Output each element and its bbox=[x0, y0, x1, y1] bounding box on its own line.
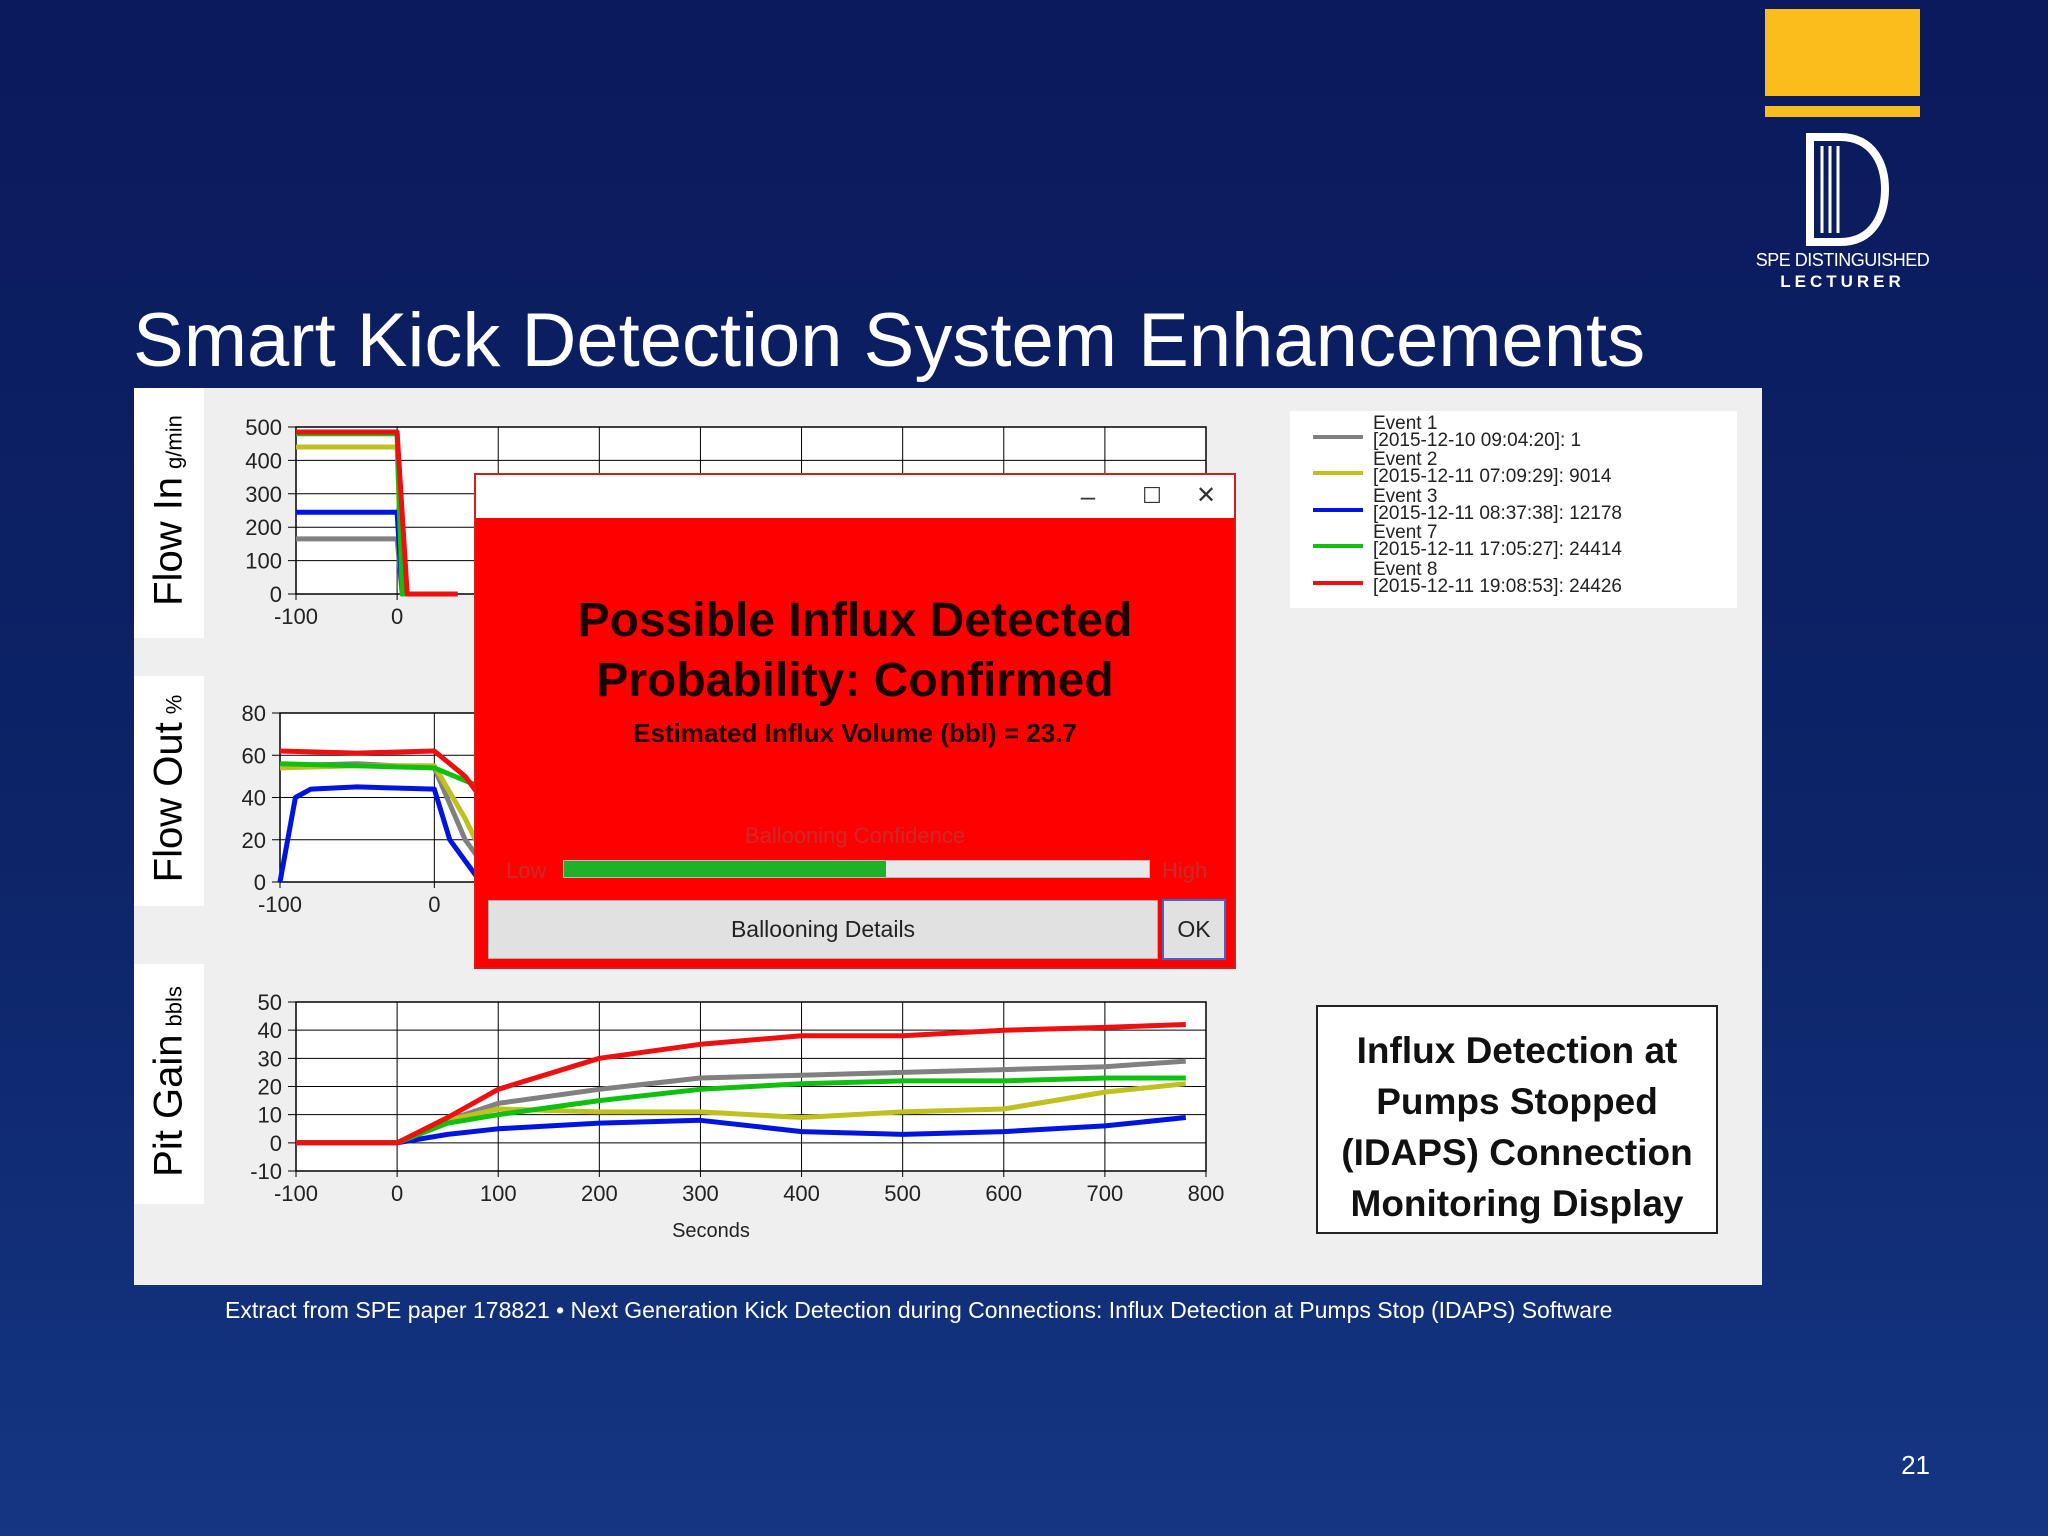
series-line-event-8 bbox=[296, 429, 458, 597]
logo-bar-thin bbox=[1765, 106, 1920, 117]
dialog-titlebar: – ☐ ✕ bbox=[476, 475, 1234, 518]
y-tick-label: 50 bbox=[258, 990, 282, 1015]
x-tick-label: 300 bbox=[682, 1181, 719, 1206]
influx-alert-dialog: – ☐ ✕ Possible Influx Detected Probabili… bbox=[474, 473, 1236, 969]
alert-heading: Possible Influx Detected bbox=[577, 594, 1133, 647]
legend-item-event-3: Event 3 [2015-12-11 08:37:38]: 12178 bbox=[1290, 486, 1737, 524]
y-tick-label: 500 bbox=[245, 415, 282, 440]
legend-name: Event 2 bbox=[1373, 449, 1438, 470]
x-tick-label: 700 bbox=[1087, 1181, 1124, 1206]
y-tick-label: 10 bbox=[258, 1103, 282, 1128]
legend-swatch bbox=[1313, 471, 1363, 475]
legend-item-event-8: Event 8 [2015-12-11 19:08:53]: 24426 bbox=[1290, 559, 1737, 597]
y-tick-label: 30 bbox=[258, 1046, 282, 1071]
y-tick-label: -10 bbox=[250, 1159, 282, 1184]
callout-line-2: Pumps Stopped bbox=[1376, 1081, 1658, 1122]
legend-swatch bbox=[1313, 544, 1363, 548]
close-icon[interactable]: ✕ bbox=[1195, 482, 1217, 509]
y-tick-label: 80 bbox=[242, 701, 266, 726]
x-tick-label: 800 bbox=[1188, 1181, 1225, 1206]
callout-line-4: Monitoring Display bbox=[1350, 1183, 1684, 1224]
x-tick-label: 200 bbox=[581, 1181, 618, 1206]
x-tick-label: 600 bbox=[985, 1181, 1022, 1206]
x-tick-label: -100 bbox=[274, 1181, 318, 1206]
legend-name: Event 7 bbox=[1373, 522, 1438, 543]
legend-detail: [2015-12-11 19:08:53]: 24426 bbox=[1373, 576, 1622, 597]
x-tick-label: 0 bbox=[428, 892, 440, 917]
y-tick-label: 300 bbox=[245, 482, 282, 507]
ballooning-details-button[interactable]: Ballooning Details bbox=[488, 900, 1158, 959]
y-tick-label: 0 bbox=[270, 582, 282, 607]
ballooning-confidence-bar bbox=[563, 860, 1150, 878]
slide-title: Smart Kick Detection System Enhancements bbox=[133, 298, 1646, 383]
flow-out-label-box: Flow Out% bbox=[134, 676, 204, 906]
page-number: 21 bbox=[1901, 1450, 1930, 1480]
y-tick-label: 40 bbox=[258, 1018, 282, 1043]
flow-in-label-box: Flow Ing/min bbox=[134, 388, 204, 638]
confidence-high-label: High bbox=[1162, 858, 1208, 883]
series-line-event-3 bbox=[296, 1115, 1187, 1146]
callout-line-1: Influx Detection at bbox=[1356, 1030, 1678, 1071]
legend-name: Event 8 bbox=[1373, 559, 1438, 580]
legend-detail: [2015-12-11 17:05:27]: 24414 bbox=[1373, 539, 1622, 560]
y-tick-label: 20 bbox=[242, 828, 266, 853]
x-tick-label: -100 bbox=[258, 892, 302, 917]
y-tick-label: 40 bbox=[242, 786, 266, 811]
minimize-icon[interactable]: – bbox=[1080, 481, 1096, 511]
legend-detail: [2015-12-11 08:37:38]: 12178 bbox=[1373, 503, 1622, 524]
y-tick-label: 0 bbox=[254, 870, 266, 895]
legend-swatch bbox=[1313, 508, 1363, 512]
legend-detail: [2015-12-10 09:04:20]: 1 bbox=[1373, 430, 1582, 451]
series-line-event-7 bbox=[296, 1075, 1186, 1146]
x-tick-label: 500 bbox=[884, 1181, 921, 1206]
y-tick-label: 0 bbox=[270, 1131, 282, 1156]
ballooning-confidence-label: Ballooning Confidence bbox=[744, 823, 966, 848]
x-tick-label: 100 bbox=[480, 1181, 517, 1206]
y-tick-label: 100 bbox=[245, 549, 282, 574]
y-tick-label: 200 bbox=[245, 515, 282, 540]
confidence-bar-fill bbox=[564, 861, 886, 877]
legend-detail: [2015-12-11 07:09:29]: 9014 bbox=[1373, 466, 1612, 487]
ok-button[interactable]: OK bbox=[1162, 899, 1226, 960]
confidence-low-label: Low bbox=[506, 858, 547, 883]
logo-line1: SPE DISTINGUISHED bbox=[1755, 250, 1930, 270]
y-tick-label: 60 bbox=[242, 743, 266, 768]
alert-influx-volume: Estimated Influx Volume (bbl) = 23.7 bbox=[633, 718, 1077, 748]
series-line-event-8 bbox=[296, 1022, 1186, 1146]
pit-gain-label-box: Pit Gainbbls bbox=[134, 964, 204, 1204]
x-tick-label: -100 bbox=[274, 604, 318, 629]
logo-line2: LECTURER bbox=[1780, 272, 1905, 291]
alert-probability: Probability: Confirmed bbox=[596, 654, 1114, 707]
logo-d-icon bbox=[1806, 133, 1890, 246]
maximize-icon[interactable]: ☐ bbox=[1142, 483, 1162, 508]
source-caption: Extract from SPE paper 178821 • Next Gen… bbox=[225, 1297, 1613, 1323]
legend-item-event-1: Event 1 [2015-12-10 09:04:20]: 1 bbox=[1290, 413, 1737, 451]
legend-name: Event 3 bbox=[1373, 486, 1438, 507]
legend-item-event-2: Event 2 [2015-12-11 07:09:29]: 9014 bbox=[1290, 449, 1737, 487]
legend-swatch bbox=[1313, 435, 1363, 439]
legend-name: Event 1 bbox=[1373, 413, 1438, 434]
legend-swatch bbox=[1313, 581, 1363, 585]
y-tick-label: 400 bbox=[245, 448, 282, 473]
idaps-callout: Influx Detection at Pumps Stopped (IDAPS… bbox=[1316, 1005, 1718, 1234]
logo-bar-top bbox=[1765, 9, 1920, 96]
x-tick-label: 0 bbox=[391, 1181, 403, 1206]
callout-line-3: (IDAPS) Connection bbox=[1341, 1132, 1693, 1173]
x-tick-label: 0 bbox=[391, 604, 403, 629]
chart-legend: Event 1 [2015-12-10 09:04:20]: 1 Event 2… bbox=[1290, 411, 1737, 608]
x-axis-title: Seconds bbox=[672, 1220, 750, 1242]
legend-item-event-7: Event 7 [2015-12-11 17:05:27]: 24414 bbox=[1290, 522, 1737, 560]
x-tick-label: 400 bbox=[783, 1181, 820, 1206]
y-tick-label: 20 bbox=[258, 1075, 282, 1100]
